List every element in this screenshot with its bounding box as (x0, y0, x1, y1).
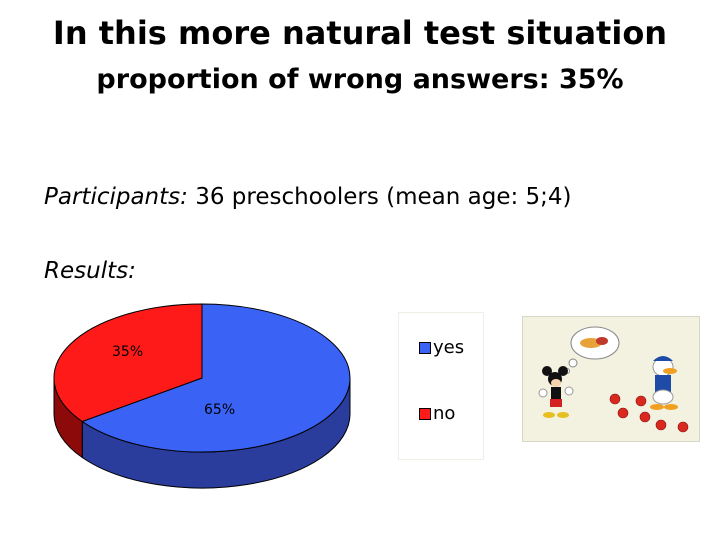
slide-title-line1: In this more natural test situation (52, 14, 668, 52)
pie-data-label-yes: 65% (204, 402, 235, 418)
legend-label-yes: yes (433, 337, 465, 358)
legend-item-yes: yes (419, 337, 464, 358)
legend-swatch-yes (419, 341, 431, 354)
legend-swatch-no (419, 407, 431, 420)
results-label: Results: (44, 258, 136, 284)
legend-item-no: no (419, 403, 455, 424)
pie-slice-no (53, 303, 203, 423)
slide-title-line2: proportion of wrong answers: 35% (96, 64, 624, 95)
participants-label: Participants: (44, 184, 188, 210)
legend-label-no: no (433, 403, 456, 424)
chart-legend: yes no (398, 312, 484, 460)
illustration-panel (522, 316, 700, 442)
pie-chart: 65% 35% (53, 303, 351, 489)
cartoon-characters-apples-icon (538, 326, 689, 433)
pie-data-label-no: 35% (112, 344, 143, 360)
participants-line: Participants: 36 preschoolers (mean age:… (44, 184, 572, 210)
pie-slice-yes (81, 303, 351, 453)
participants-text: 36 preschoolers (mean age: 5;4) (187, 184, 572, 210)
